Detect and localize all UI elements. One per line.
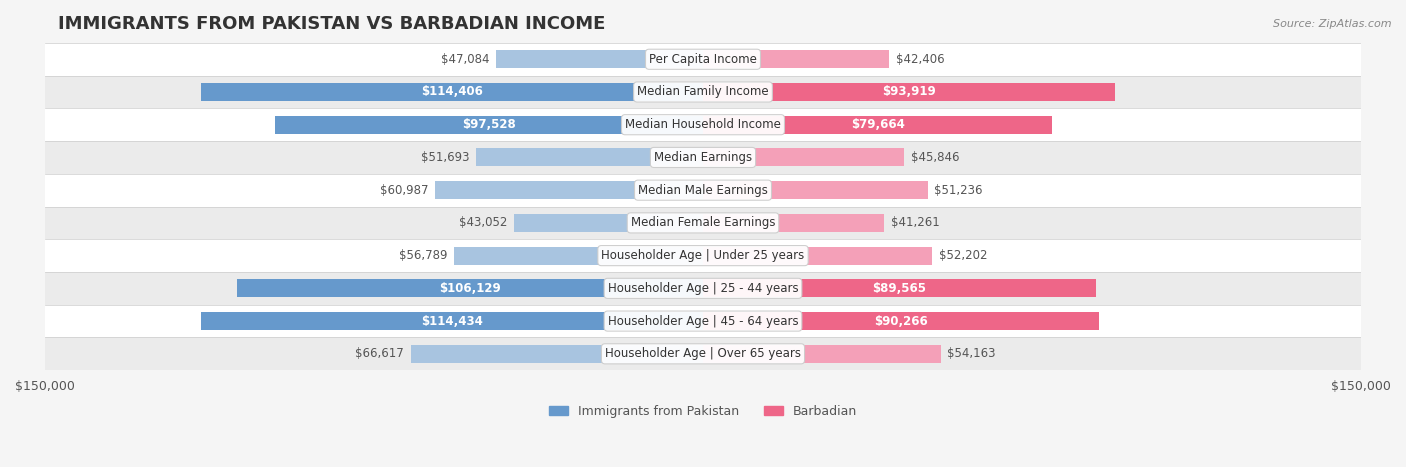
- Text: Source: ZipAtlas.com: Source: ZipAtlas.com: [1274, 19, 1392, 28]
- Text: $51,236: $51,236: [935, 184, 983, 197]
- Bar: [703, 312, 1099, 330]
- Text: $114,434: $114,434: [420, 315, 482, 327]
- Bar: [45, 239, 1361, 272]
- Text: $42,406: $42,406: [896, 53, 945, 66]
- Bar: [45, 206, 1361, 239]
- Text: Median Male Earnings: Median Male Earnings: [638, 184, 768, 197]
- Bar: [703, 50, 889, 68]
- Text: $89,565: $89,565: [873, 282, 927, 295]
- Text: $43,052: $43,052: [460, 216, 508, 229]
- Text: $79,664: $79,664: [851, 118, 904, 131]
- Text: $66,617: $66,617: [356, 347, 404, 361]
- Bar: [45, 141, 1361, 174]
- Text: $114,406: $114,406: [422, 85, 484, 99]
- Legend: Immigrants from Pakistan, Barbadian: Immigrants from Pakistan, Barbadian: [544, 400, 862, 423]
- Bar: [201, 83, 703, 101]
- Bar: [436, 181, 703, 199]
- Text: $60,987: $60,987: [381, 184, 429, 197]
- Text: $106,129: $106,129: [439, 282, 501, 295]
- Text: Householder Age | Over 65 years: Householder Age | Over 65 years: [605, 347, 801, 361]
- Bar: [45, 304, 1361, 338]
- Bar: [703, 279, 1095, 297]
- Text: Median Family Income: Median Family Income: [637, 85, 769, 99]
- Bar: [238, 279, 703, 297]
- Bar: [703, 247, 932, 265]
- Bar: [45, 338, 1361, 370]
- Text: $97,528: $97,528: [463, 118, 516, 131]
- Bar: [45, 43, 1361, 76]
- Text: $52,202: $52,202: [939, 249, 987, 262]
- Bar: [703, 345, 941, 363]
- Bar: [703, 181, 928, 199]
- Text: $45,846: $45,846: [911, 151, 959, 164]
- Bar: [496, 50, 703, 68]
- Text: Median Earnings: Median Earnings: [654, 151, 752, 164]
- Bar: [201, 312, 703, 330]
- Text: $47,084: $47,084: [441, 53, 489, 66]
- Text: Householder Age | Under 25 years: Householder Age | Under 25 years: [602, 249, 804, 262]
- Bar: [703, 214, 884, 232]
- Bar: [276, 116, 703, 134]
- Text: $51,693: $51,693: [422, 151, 470, 164]
- Text: $56,789: $56,789: [399, 249, 447, 262]
- Text: $41,261: $41,261: [890, 216, 939, 229]
- Bar: [454, 247, 703, 265]
- Bar: [45, 272, 1361, 304]
- Bar: [703, 149, 904, 166]
- Bar: [477, 149, 703, 166]
- Bar: [45, 108, 1361, 141]
- Text: $54,163: $54,163: [948, 347, 995, 361]
- Text: Median Household Income: Median Household Income: [626, 118, 780, 131]
- Bar: [45, 174, 1361, 206]
- Bar: [411, 345, 703, 363]
- Text: Per Capita Income: Per Capita Income: [650, 53, 756, 66]
- Text: $90,266: $90,266: [875, 315, 928, 327]
- Text: Householder Age | 45 - 64 years: Householder Age | 45 - 64 years: [607, 315, 799, 327]
- Text: Householder Age | 25 - 44 years: Householder Age | 25 - 44 years: [607, 282, 799, 295]
- Bar: [45, 76, 1361, 108]
- Text: Median Female Earnings: Median Female Earnings: [631, 216, 775, 229]
- Bar: [703, 116, 1053, 134]
- Bar: [515, 214, 703, 232]
- Text: IMMIGRANTS FROM PAKISTAN VS BARBADIAN INCOME: IMMIGRANTS FROM PAKISTAN VS BARBADIAN IN…: [58, 15, 606, 33]
- Bar: [703, 83, 1115, 101]
- Text: $93,919: $93,919: [882, 85, 936, 99]
